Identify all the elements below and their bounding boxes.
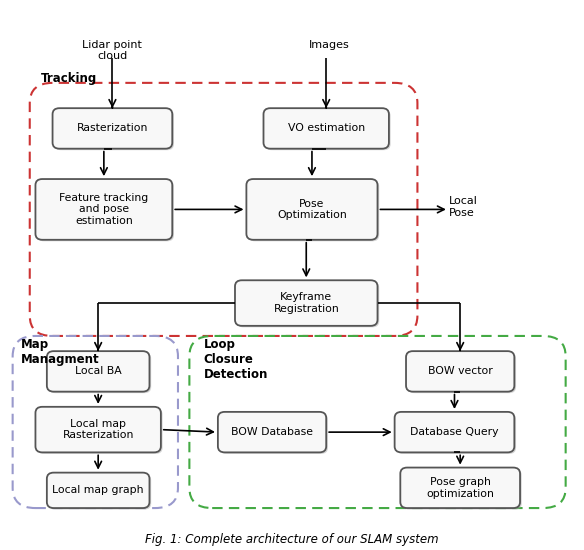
FancyBboxPatch shape bbox=[235, 280, 377, 326]
Text: BOW vector: BOW vector bbox=[428, 366, 492, 376]
FancyBboxPatch shape bbox=[400, 468, 520, 508]
FancyBboxPatch shape bbox=[37, 408, 162, 454]
Text: Local BA: Local BA bbox=[75, 366, 121, 376]
FancyBboxPatch shape bbox=[246, 179, 377, 240]
Text: Rasterization: Rasterization bbox=[77, 123, 148, 134]
FancyBboxPatch shape bbox=[218, 412, 326, 453]
FancyBboxPatch shape bbox=[397, 414, 516, 454]
Text: Local map graph: Local map graph bbox=[53, 485, 144, 496]
FancyBboxPatch shape bbox=[408, 353, 516, 393]
Text: Lidar point
cloud: Lidar point cloud bbox=[82, 40, 142, 62]
Text: Tracking: Tracking bbox=[41, 73, 98, 85]
FancyBboxPatch shape bbox=[395, 412, 515, 453]
Text: Keyframe
Registration: Keyframe Registration bbox=[273, 292, 339, 314]
Text: Database Query: Database Query bbox=[410, 427, 499, 437]
Text: Map
Managment: Map Managment bbox=[21, 338, 100, 366]
FancyBboxPatch shape bbox=[48, 474, 151, 509]
FancyBboxPatch shape bbox=[248, 180, 379, 241]
FancyBboxPatch shape bbox=[47, 472, 150, 508]
FancyBboxPatch shape bbox=[237, 282, 379, 327]
FancyBboxPatch shape bbox=[402, 469, 522, 509]
FancyBboxPatch shape bbox=[37, 180, 174, 241]
FancyBboxPatch shape bbox=[54, 109, 174, 150]
Text: Pose graph
optimization: Pose graph optimization bbox=[426, 477, 494, 499]
FancyBboxPatch shape bbox=[263, 108, 389, 148]
Text: Pose
Optimization: Pose Optimization bbox=[277, 199, 347, 220]
Text: BOW Database: BOW Database bbox=[231, 427, 313, 437]
Text: Local
Pose: Local Pose bbox=[449, 196, 478, 218]
Text: Local map
Rasterization: Local map Rasterization bbox=[62, 419, 134, 441]
FancyBboxPatch shape bbox=[406, 351, 515, 392]
Text: VO estimation: VO estimation bbox=[288, 123, 365, 134]
FancyBboxPatch shape bbox=[36, 179, 172, 240]
Text: Loop
Closure
Detection: Loop Closure Detection bbox=[204, 338, 268, 382]
Text: Feature tracking
and pose
estimation: Feature tracking and pose estimation bbox=[59, 193, 148, 226]
FancyBboxPatch shape bbox=[47, 351, 150, 392]
Text: Fig. 1: Complete architecture of our SLAM system: Fig. 1: Complete architecture of our SLA… bbox=[145, 534, 439, 546]
FancyBboxPatch shape bbox=[48, 353, 151, 393]
FancyBboxPatch shape bbox=[265, 109, 391, 150]
FancyBboxPatch shape bbox=[220, 414, 328, 454]
FancyBboxPatch shape bbox=[36, 407, 161, 453]
Text: Images: Images bbox=[309, 40, 349, 50]
FancyBboxPatch shape bbox=[53, 108, 172, 148]
